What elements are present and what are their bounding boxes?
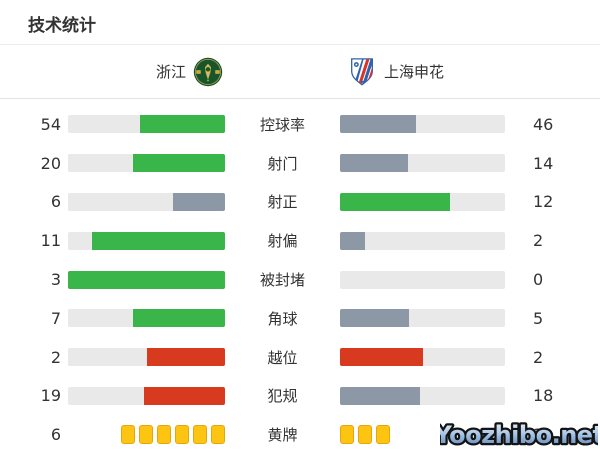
stat-row: 19 犯规 18 bbox=[0, 377, 600, 416]
away-bar-fill bbox=[340, 309, 409, 328]
stat-row: 20 射门 14 bbox=[0, 144, 600, 183]
divider-header bbox=[0, 98, 600, 99]
away-value: 2 bbox=[533, 231, 544, 251]
away-bar-fill bbox=[340, 231, 366, 250]
stat-row: 2 越位 2 bbox=[0, 338, 600, 377]
home-value: 6 bbox=[50, 192, 61, 212]
page-title: 技术统计 bbox=[28, 16, 96, 36]
away-bar bbox=[340, 309, 505, 328]
away-bar bbox=[340, 348, 505, 367]
stat-row: 54 控球率 46 bbox=[0, 105, 600, 144]
home-bar bbox=[68, 192, 225, 211]
away-value: 3 bbox=[533, 425, 544, 445]
away-bar bbox=[340, 192, 505, 211]
stat-label: 犯规 bbox=[267, 387, 298, 406]
stat-label: 被封堵 bbox=[259, 271, 305, 290]
yellow-card-icon bbox=[358, 425, 372, 445]
home-value: 20 bbox=[40, 153, 61, 173]
home-value: 6 bbox=[50, 425, 61, 445]
home-value: 54 bbox=[40, 114, 61, 134]
home-bar-fill bbox=[172, 192, 225, 211]
home-bar bbox=[68, 231, 225, 250]
stat-label: 角球 bbox=[267, 309, 298, 328]
home-bar bbox=[68, 309, 225, 328]
away-value: 14 bbox=[533, 153, 554, 173]
divider-top bbox=[0, 44, 600, 45]
home-bar-fill bbox=[68, 270, 225, 289]
away-bar bbox=[340, 115, 505, 134]
yellow-card-icon bbox=[376, 425, 390, 445]
stat-row: 3 被封堵 0 bbox=[0, 260, 600, 299]
away-bar bbox=[340, 425, 505, 445]
stat-row: 6 射正 12 bbox=[0, 183, 600, 222]
stats-rows: 54 控球率 46 20 射门 14 6 射正 12 11 射偏 bbox=[0, 99, 600, 454]
home-value: 19 bbox=[40, 386, 61, 406]
away-value: 0 bbox=[533, 270, 544, 290]
away-bar bbox=[340, 154, 505, 173]
stat-label: 控球率 bbox=[259, 115, 305, 134]
stat-row: 11 射偏 2 bbox=[0, 221, 600, 260]
stat-label: 射门 bbox=[267, 154, 298, 173]
away-value: 46 bbox=[533, 114, 554, 134]
away-bar-fill bbox=[340, 386, 421, 405]
away-bar bbox=[340, 386, 505, 405]
home-bar-fill bbox=[92, 231, 225, 250]
home-bar-fill bbox=[133, 309, 225, 328]
stat-label: 射正 bbox=[267, 193, 298, 212]
shanghai-shenhua-logo-icon bbox=[351, 57, 373, 85]
home-bar-fill bbox=[140, 115, 225, 134]
home-bar bbox=[68, 154, 225, 173]
home-bar-fill bbox=[146, 348, 225, 367]
away-bar-fill bbox=[340, 115, 416, 134]
away-bar bbox=[340, 231, 505, 250]
home-bar-fill bbox=[132, 154, 225, 173]
stat-label: 黄牌 bbox=[267, 426, 298, 445]
home-value: 3 bbox=[50, 270, 61, 290]
yellow-card-icon bbox=[139, 425, 153, 445]
stat-row: 7 角球 5 bbox=[0, 299, 600, 338]
teams-header: 浙江 bbox=[0, 45, 600, 98]
away-value: 2 bbox=[533, 347, 544, 367]
away-bar-fill bbox=[340, 192, 450, 211]
home-bar bbox=[68, 270, 225, 289]
away-bar-fill bbox=[340, 348, 423, 367]
home-value: 7 bbox=[50, 308, 61, 328]
yellow-card-icon bbox=[340, 425, 354, 445]
away-bar bbox=[340, 270, 505, 289]
away-team-name: 上海申花 bbox=[384, 63, 445, 81]
stat-label: 射偏 bbox=[267, 232, 298, 251]
team-away: 上海申花 bbox=[347, 57, 444, 87]
home-bar bbox=[68, 115, 225, 134]
yellow-card-icon bbox=[193, 425, 207, 445]
away-value: 12 bbox=[533, 192, 554, 212]
yellow-card-icon bbox=[157, 425, 171, 445]
home-bar bbox=[68, 386, 225, 405]
yellow-card-icon bbox=[211, 425, 225, 445]
stat-row: 6 黄牌 3 bbox=[0, 415, 600, 454]
stat-label: 越位 bbox=[267, 348, 298, 367]
home-value: 2 bbox=[50, 347, 61, 367]
home-bar-fill bbox=[144, 386, 225, 405]
zhejiang-fc-logo-icon bbox=[193, 57, 223, 86]
team-home: 浙江 bbox=[156, 57, 223, 87]
home-bar bbox=[68, 348, 225, 367]
away-value: 18 bbox=[533, 386, 554, 406]
home-value: 11 bbox=[40, 231, 61, 251]
away-value: 5 bbox=[533, 308, 544, 328]
home-bar bbox=[68, 425, 225, 445]
yellow-card-icon bbox=[121, 425, 135, 445]
yellow-card-icon bbox=[175, 425, 189, 445]
away-bar-fill bbox=[340, 154, 408, 173]
home-team-name: 浙江 bbox=[155, 63, 186, 81]
